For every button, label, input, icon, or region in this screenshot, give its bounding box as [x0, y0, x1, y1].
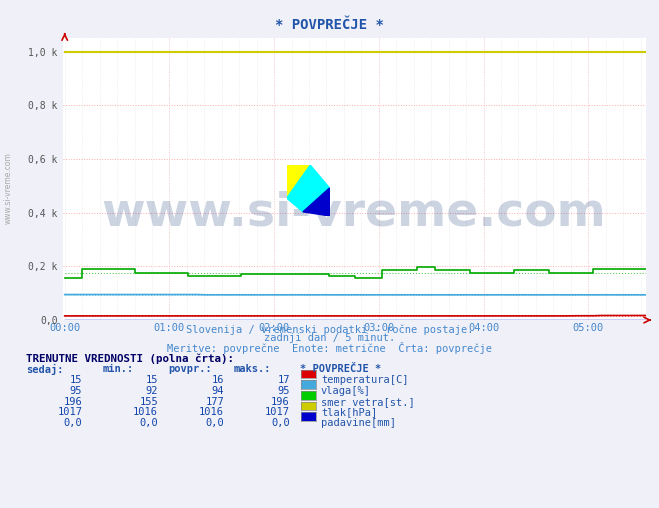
Polygon shape — [287, 165, 310, 198]
Text: 92: 92 — [146, 386, 158, 396]
Text: 0,0: 0,0 — [140, 418, 158, 428]
Text: maks.:: maks.: — [234, 364, 272, 374]
Text: vlaga[%]: vlaga[%] — [321, 386, 371, 396]
Polygon shape — [287, 165, 330, 212]
Text: 1017: 1017 — [265, 407, 290, 418]
Text: 0,0: 0,0 — [272, 418, 290, 428]
Text: 155: 155 — [140, 397, 158, 407]
Text: 1016: 1016 — [199, 407, 224, 418]
Text: TRENUTNE VREDNOSTI (polna črta):: TRENUTNE VREDNOSTI (polna črta): — [26, 353, 235, 364]
Text: www.si-vreme.com: www.si-vreme.com — [102, 190, 606, 235]
Text: 15: 15 — [146, 375, 158, 386]
Text: Slovenija / vremenski podatki - ročne postaje.: Slovenija / vremenski podatki - ročne po… — [186, 324, 473, 335]
Text: 95: 95 — [70, 386, 82, 396]
Text: 0,0: 0,0 — [64, 418, 82, 428]
Text: zadnji dan / 5 minut.: zadnji dan / 5 minut. — [264, 333, 395, 343]
Text: min.:: min.: — [102, 364, 133, 374]
Text: 95: 95 — [277, 386, 290, 396]
Text: 94: 94 — [212, 386, 224, 396]
Text: tlak[hPa]: tlak[hPa] — [321, 407, 377, 418]
Text: 177: 177 — [206, 397, 224, 407]
Text: Meritve: povprečne  Enote: metrične  Črta: povprečje: Meritve: povprečne Enote: metrične Črta:… — [167, 342, 492, 355]
Text: * POVPREČJE *: * POVPREČJE * — [300, 364, 381, 374]
Text: www.si-vreme.com: www.si-vreme.com — [3, 152, 13, 224]
Text: 1016: 1016 — [133, 407, 158, 418]
Text: 196: 196 — [64, 397, 82, 407]
Text: 15: 15 — [70, 375, 82, 386]
Text: povpr.:: povpr.: — [168, 364, 212, 374]
Text: padavine[mm]: padavine[mm] — [321, 418, 396, 428]
Text: 196: 196 — [272, 397, 290, 407]
Text: 16: 16 — [212, 375, 224, 386]
Text: 1017: 1017 — [57, 407, 82, 418]
Text: smer vetra[st.]: smer vetra[st.] — [321, 397, 415, 407]
Polygon shape — [303, 188, 330, 216]
Text: temperatura[C]: temperatura[C] — [321, 375, 409, 386]
Text: sedaj:: sedaj: — [26, 364, 64, 375]
Text: 0,0: 0,0 — [206, 418, 224, 428]
Text: 17: 17 — [277, 375, 290, 386]
Text: * POVPREČJE *: * POVPREČJE * — [275, 18, 384, 32]
